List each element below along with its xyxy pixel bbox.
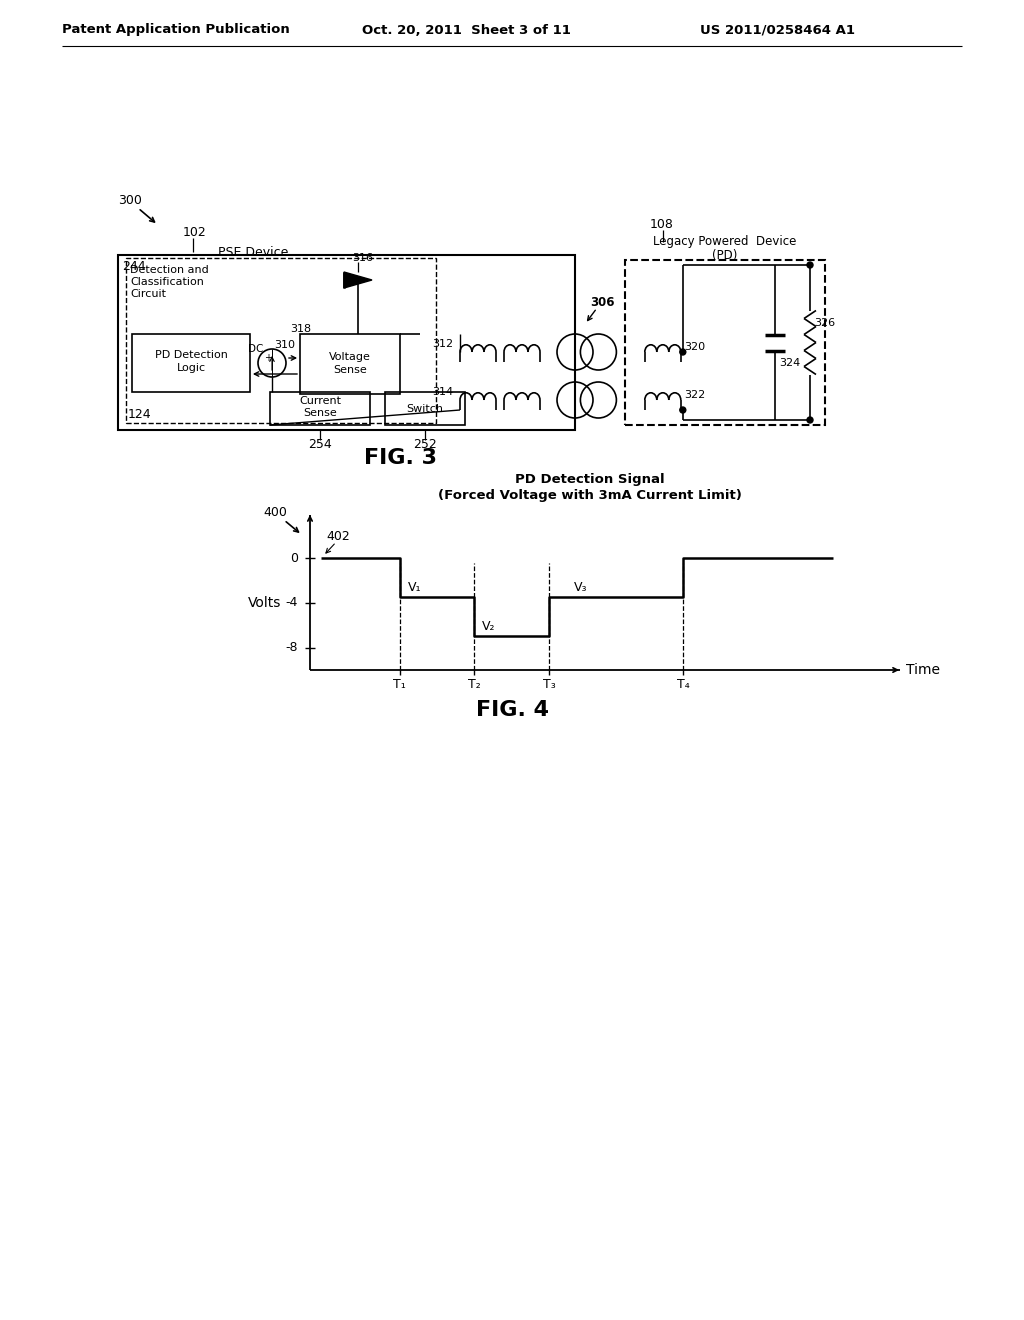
Bar	[132, 334, 250, 392]
Text: 102: 102	[183, 226, 207, 239]
Text: Patent Application Publication: Patent Application Publication	[62, 24, 290, 37]
Text: (Forced Voltage with 3mA Current Limit): (Forced Voltage with 3mA Current Limit)	[438, 488, 742, 502]
Circle shape	[680, 407, 686, 413]
Text: T₁: T₁	[393, 677, 406, 690]
Text: Switch: Switch	[407, 404, 443, 413]
Text: 402: 402	[327, 529, 350, 543]
Text: Oct. 20, 2011  Sheet 3 of 11: Oct. 20, 2011 Sheet 3 of 11	[362, 24, 570, 37]
Polygon shape	[344, 272, 372, 288]
Text: 124: 124	[128, 408, 152, 421]
Text: US 2011/0258464 A1: US 2011/0258464 A1	[700, 24, 855, 37]
Text: 108: 108	[650, 219, 674, 231]
Text: Circuit: Circuit	[130, 289, 166, 300]
Text: -4: -4	[286, 597, 298, 610]
Text: 318: 318	[290, 323, 311, 334]
Text: 314: 314	[432, 387, 454, 397]
Text: Time: Time	[906, 663, 940, 677]
Text: T₄: T₄	[677, 677, 690, 690]
Bar	[625, 260, 825, 425]
Text: 312: 312	[432, 339, 454, 348]
Text: DC: DC	[248, 345, 263, 354]
Circle shape	[680, 348, 686, 355]
Text: 316: 316	[352, 253, 373, 263]
Text: V₂: V₂	[482, 620, 496, 632]
Text: 306: 306	[590, 296, 614, 309]
Text: 310: 310	[274, 341, 295, 350]
Text: Classification: Classification	[130, 277, 204, 286]
Text: 400: 400	[263, 506, 287, 519]
Bar	[118, 255, 575, 430]
Text: +: +	[264, 352, 272, 363]
Text: 326: 326	[814, 318, 836, 327]
Text: FIG. 3: FIG. 3	[364, 447, 436, 469]
Text: -8: -8	[286, 642, 298, 655]
Text: T₂: T₂	[468, 677, 480, 690]
Bar	[300, 334, 400, 393]
Text: 244: 244	[122, 260, 145, 273]
Text: FIG. 4: FIG. 4	[475, 700, 549, 719]
Text: 300: 300	[118, 194, 142, 206]
Bar	[385, 392, 465, 425]
Text: Current: Current	[299, 396, 341, 407]
Text: Legacy Powered  Device: Legacy Powered Device	[653, 235, 797, 248]
Circle shape	[807, 417, 813, 422]
Text: Voltage: Voltage	[329, 352, 371, 362]
Text: PD Detection Signal: PD Detection Signal	[515, 474, 665, 487]
Text: Detection and: Detection and	[130, 265, 209, 275]
Text: Sense: Sense	[303, 408, 337, 418]
Text: (PD): (PD)	[713, 248, 737, 261]
Text: 324: 324	[779, 358, 800, 367]
Text: 320: 320	[684, 342, 705, 352]
Text: Volts: Volts	[248, 595, 282, 610]
Text: 0: 0	[290, 552, 298, 565]
Text: 322: 322	[684, 389, 706, 400]
Text: Logic: Logic	[176, 363, 206, 374]
Circle shape	[807, 261, 813, 268]
Text: Sense: Sense	[333, 366, 367, 375]
Text: V₁: V₁	[408, 581, 421, 594]
Text: PSE Device: PSE Device	[218, 246, 289, 259]
Text: V₃: V₃	[573, 581, 588, 594]
Text: T₃: T₃	[543, 677, 555, 690]
Text: 254: 254	[308, 438, 332, 451]
Text: PD Detection: PD Detection	[155, 350, 227, 360]
Text: 252: 252	[413, 438, 437, 451]
Bar	[270, 392, 370, 425]
Bar	[126, 257, 436, 422]
